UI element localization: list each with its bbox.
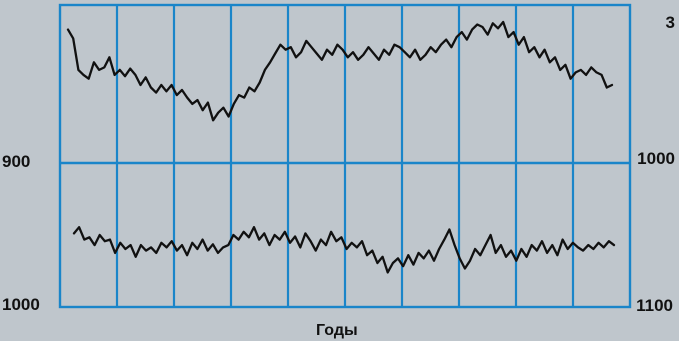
x-axis-label: Годы [316,322,358,339]
bottom-right-tick-label: 1100 [636,296,673,315]
bottom-series-line [72,226,616,274]
bottom-left-tick-label: 1000 [2,295,40,314]
top-series-line [66,20,614,122]
bottom-panel [72,226,616,274]
top-panel [66,20,614,122]
top-right-tick-label-upper: 3 [665,13,675,32]
top-left-tick-label: 900 [2,152,31,171]
grid [58,3,632,309]
top-right-tick-label-lower: 1000 [637,149,675,168]
